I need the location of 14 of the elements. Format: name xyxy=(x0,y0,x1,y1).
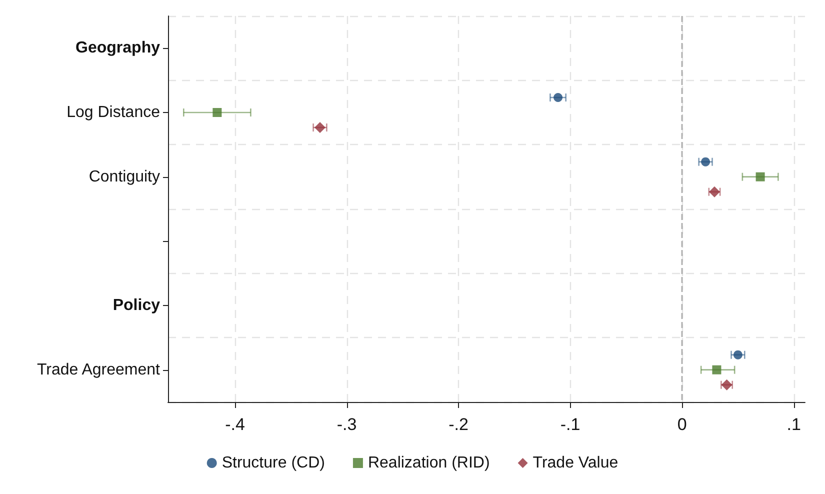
y-tick-label: Geography xyxy=(76,40,160,57)
x-tick-label: 0 xyxy=(677,415,687,434)
y-tick-label: Log Distance xyxy=(66,104,160,121)
x-tick-label: -.2 xyxy=(448,415,468,434)
legend-label: Trade Value xyxy=(532,454,618,472)
x-tick-label: -.4 xyxy=(225,415,245,434)
x-tick-label: -.3 xyxy=(336,415,357,434)
legend-label: Realization (RID) xyxy=(368,454,490,472)
x-tick-label: .1 xyxy=(786,415,801,434)
legend-label: Structure (CD) xyxy=(222,454,325,472)
x-tick-label: -.1 xyxy=(560,415,580,434)
y-tick-label: Trade Agreement xyxy=(36,361,161,378)
y-tick-label: Policy xyxy=(112,297,160,314)
y-tick-label: Contiguity xyxy=(88,168,160,186)
